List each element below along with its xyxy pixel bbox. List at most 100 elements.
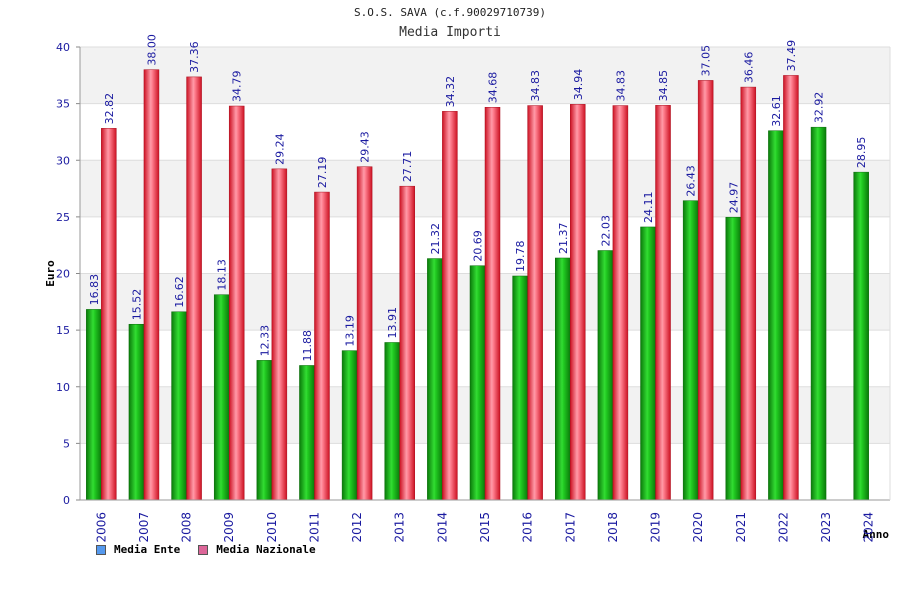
data-label: 11.88 (301, 330, 314, 362)
bar-media-ente-2021 (725, 216, 742, 501)
bar-media-nazionale-2014 (442, 111, 458, 501)
data-label: 13.19 (344, 315, 357, 347)
bar-media-ente-2016 (512, 275, 528, 501)
bar-media-ente-2010 (256, 360, 273, 501)
bar-media-nazionale-2019 (655, 105, 671, 501)
data-label: 27.71 (401, 151, 414, 183)
legend-swatch-media-ente (96, 544, 106, 555)
data-label: 19.78 (514, 240, 527, 272)
bar-media-ente-2023 (810, 126, 827, 501)
x-tick-label: 2021 (734, 512, 748, 543)
bar-media-ente-2012 (341, 350, 358, 501)
bar-media-nazionale-2012 (356, 166, 373, 501)
data-label: 29.24 (273, 133, 286, 165)
x-tick-label: 2017 (563, 512, 577, 543)
bar-media-nazionale-2006 (101, 128, 117, 501)
data-label: 15.52 (130, 289, 143, 321)
x-axis-label: Anno (863, 528, 890, 541)
bar-media-nazionale-2013 (399, 185, 415, 501)
x-tick-label: 2013 (393, 512, 407, 543)
legend-label-media-ente: Media Ente (114, 543, 181, 556)
data-label: 34.79 (231, 71, 244, 103)
bar-media-nazionale-2010 (271, 168, 288, 501)
data-label: 24.97 (727, 182, 740, 214)
data-label: 34.32 (444, 76, 457, 108)
x-tick-label: 2009 (222, 512, 236, 543)
bar-media-nazionale-2016 (527, 105, 543, 501)
data-label: 34.68 (487, 72, 500, 104)
y-axis-label: Euro (44, 260, 57, 287)
bar-media-nazionale-2011 (314, 191, 330, 501)
data-label: 24.11 (642, 191, 655, 223)
data-label: 34.94 (572, 69, 585, 101)
bar-media-nazionale-2009 (228, 105, 245, 501)
x-tick-label: 2022 (776, 512, 790, 543)
data-label: 16.62 (173, 276, 186, 308)
bar-media-ente-2015 (469, 265, 486, 501)
bar-media-nazionale-2022 (783, 75, 799, 501)
bar-media-ente-2024 (853, 171, 869, 501)
data-label: 26.43 (685, 165, 698, 197)
x-tick-label: 2014 (435, 512, 449, 543)
data-label: 20.69 (472, 230, 485, 262)
data-label: 27.19 (316, 157, 329, 189)
y-tick-label: 25 (56, 211, 70, 224)
y-tick-label: 10 (56, 381, 70, 394)
data-label: 34.83 (529, 70, 542, 102)
bar-media-nazionale-2015 (484, 106, 501, 501)
data-label: 32.82 (103, 93, 116, 125)
x-tick-label: 2023 (819, 512, 833, 543)
bar-media-nazionale-2017 (570, 104, 586, 501)
y-tick-label: 0 (63, 494, 70, 507)
data-label: 28.95 (855, 137, 868, 169)
bar-media-nazionale-2018 (612, 105, 629, 501)
x-tick-label: 2007 (137, 512, 151, 543)
data-label: 32.92 (813, 92, 826, 124)
x-tick-label: 2011 (307, 512, 321, 543)
bar-media-ente-2019 (640, 226, 656, 501)
data-label: 22.03 (599, 215, 612, 247)
data-label: 12.33 (258, 325, 271, 357)
bar-media-ente-2022 (768, 130, 784, 501)
x-tick-label: 2018 (606, 512, 620, 543)
data-label: 34.85 (657, 70, 670, 102)
legend-label-media-nazionale: Media Nazionale (216, 543, 316, 556)
bar-media-nazionale-2008 (186, 76, 202, 501)
y-tick-label: 30 (56, 154, 70, 167)
bar-media-ente-2011 (299, 365, 315, 501)
bar-media-ente-2009 (213, 294, 230, 501)
x-tick-label: 2015 (478, 512, 492, 543)
x-tick-label: 2008 (180, 512, 194, 543)
data-label: 21.32 (429, 223, 442, 255)
data-label: 37.36 (188, 41, 201, 73)
y-tick-label: 40 (56, 41, 70, 54)
chart-title: S.O.S. SAVA (c.f.90029710739) (353, 6, 547, 19)
bar-media-ente-2017 (555, 257, 571, 501)
data-label: 29.43 (359, 131, 372, 163)
bar-media-ente-2018 (597, 250, 614, 501)
legend-item-media-ente: Media Ente (96, 543, 180, 556)
bar-media-ente-2008 (171, 311, 187, 501)
legend-item-media-nazionale: Media Nazionale (198, 543, 316, 556)
bar-media-ente-2020 (682, 200, 699, 501)
x-tick-label: 2024 (862, 512, 876, 543)
data-label: 36.46 (742, 52, 755, 84)
bar-media-ente-2014 (427, 258, 443, 501)
bar-media-nazionale-2020 (697, 80, 714, 501)
data-label: 16.83 (88, 274, 101, 306)
y-tick-label: 35 (56, 98, 70, 111)
data-label: 38.00 (145, 34, 158, 66)
chart-subtitle: Media Importi (399, 25, 501, 40)
legend-swatch-media-nazionale (198, 544, 209, 555)
bar-media-nazionale-2021 (740, 86, 757, 501)
y-tick-label: 5 (63, 437, 70, 450)
legend: Media Ente Media Nazionale (96, 543, 316, 556)
y-tick-label: 15 (56, 324, 70, 337)
bar-media-nazionale-2007 (143, 69, 160, 501)
x-tick-label: 2006 (94, 512, 108, 543)
x-tick-label: 2016 (521, 512, 535, 543)
data-label: 37.49 (785, 40, 798, 72)
x-tick-label: 2019 (649, 512, 663, 543)
x-tick-label: 2012 (350, 512, 364, 543)
